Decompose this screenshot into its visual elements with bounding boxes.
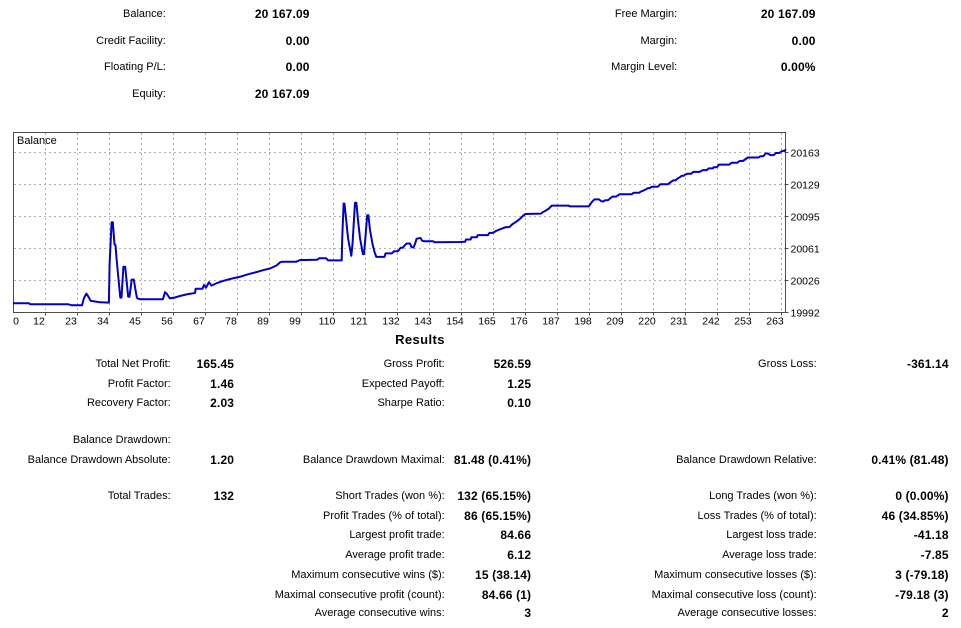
svg-text:176: 176 bbox=[510, 316, 528, 328]
svg-text:99: 99 bbox=[289, 316, 301, 328]
svg-text:154: 154 bbox=[446, 316, 464, 328]
svg-text:143: 143 bbox=[414, 316, 432, 328]
svg-text:231: 231 bbox=[670, 316, 688, 328]
svg-text:198: 198 bbox=[574, 316, 592, 328]
svg-text:187: 187 bbox=[542, 316, 560, 328]
svg-text:132: 132 bbox=[382, 316, 400, 328]
svg-text:12: 12 bbox=[33, 316, 45, 328]
svg-text:89: 89 bbox=[257, 316, 269, 328]
svg-text:220: 220 bbox=[638, 316, 656, 328]
svg-text:253: 253 bbox=[734, 316, 752, 328]
svg-text:78: 78 bbox=[225, 316, 237, 328]
svg-text:67: 67 bbox=[193, 316, 205, 328]
svg-text:20129: 20129 bbox=[791, 180, 820, 192]
svg-text:19992: 19992 bbox=[791, 308, 820, 320]
svg-text:20095: 20095 bbox=[791, 212, 820, 224]
svg-text:56: 56 bbox=[161, 316, 173, 328]
svg-text:20163: 20163 bbox=[791, 148, 820, 160]
svg-text:45: 45 bbox=[129, 316, 141, 328]
svg-text:20026: 20026 bbox=[791, 276, 820, 288]
svg-text:165: 165 bbox=[478, 316, 496, 328]
svg-text:263: 263 bbox=[766, 316, 784, 328]
svg-text:Balance: Balance bbox=[17, 135, 57, 147]
svg-text:121: 121 bbox=[350, 316, 368, 328]
svg-text:20061: 20061 bbox=[791, 244, 820, 256]
svg-text:0: 0 bbox=[13, 316, 19, 328]
svg-text:209: 209 bbox=[606, 316, 624, 328]
svg-text:34: 34 bbox=[97, 316, 109, 328]
svg-text:23: 23 bbox=[65, 316, 77, 328]
svg-text:110: 110 bbox=[319, 316, 336, 328]
svg-text:242: 242 bbox=[702, 316, 720, 328]
